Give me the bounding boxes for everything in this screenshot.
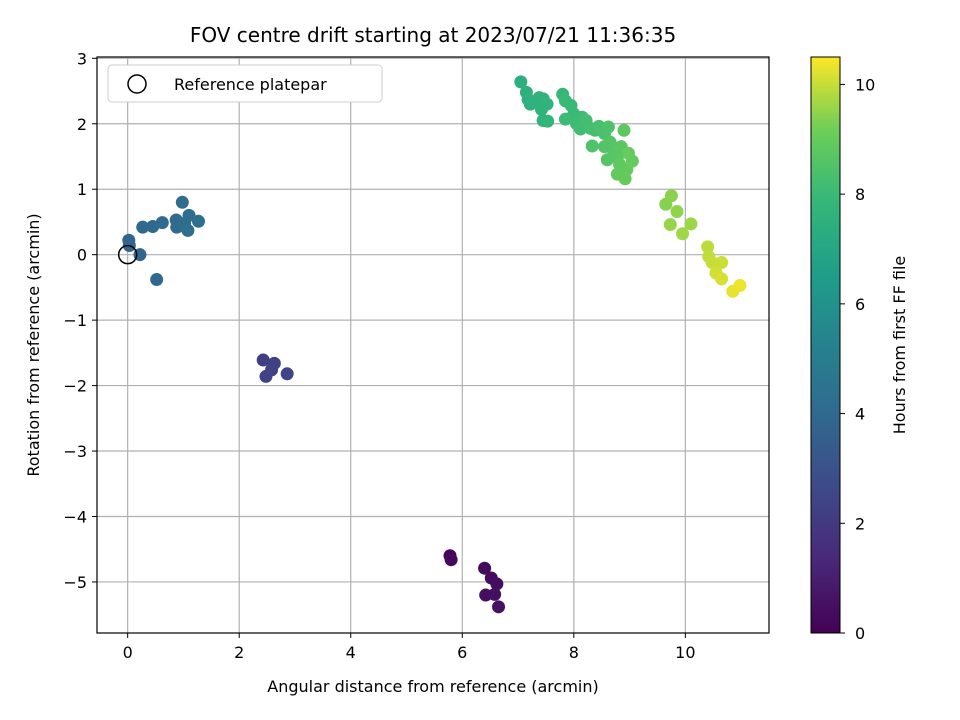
data-point <box>715 272 729 286</box>
data-point <box>259 369 273 383</box>
y-tick-label: −4 <box>63 507 87 526</box>
data-point <box>191 214 205 228</box>
y-tick-label: 2 <box>77 115 87 134</box>
x-tick-label: 4 <box>346 643 356 662</box>
colorbar-tick-label: 2 <box>855 514 865 533</box>
colorbar: 0 2 4 6 8 10 Hours from first FF file <box>810 56 909 643</box>
x-axis-ticks: 0 2 4 6 8 10 <box>123 633 696 662</box>
data-point <box>280 367 294 381</box>
legend-reference-marker <box>127 74 147 94</box>
data-point <box>670 204 684 218</box>
data-point <box>617 123 631 137</box>
data-point <box>684 217 698 231</box>
x-tick-label: 8 <box>569 643 579 662</box>
data-point <box>705 256 719 270</box>
y-tick-label: 3 <box>77 49 87 68</box>
data-point <box>488 587 502 601</box>
x-tick-label: 0 <box>123 643 133 662</box>
y-axis-ticks: 3 2 1 0 −1 −2 −3 −4 −5 <box>63 49 97 592</box>
data-point <box>733 278 747 292</box>
data-point <box>444 553 458 567</box>
data-point <box>181 223 195 237</box>
chart-title: FOV centre drift starting at 2023/07/21 … <box>190 23 676 47</box>
x-tick-label: 10 <box>675 643 695 662</box>
data-point <box>664 189 678 203</box>
data-point <box>558 112 572 126</box>
data-point <box>136 220 150 234</box>
colorbar-tick-label: 0 <box>855 624 865 643</box>
legend-box <box>107 64 383 103</box>
colorbar-tick-label: 4 <box>855 405 865 424</box>
y-tick-label: −3 <box>63 442 87 461</box>
colorbar-gradient <box>810 56 841 634</box>
data-point <box>150 273 164 287</box>
data-point <box>676 227 690 241</box>
y-tick-label: −2 <box>63 377 87 396</box>
y-tick-label: 0 <box>77 246 87 265</box>
grid <box>97 57 769 633</box>
y-axis-label: Rotation from reference (arcmin) <box>24 213 43 476</box>
data-point <box>601 120 615 134</box>
data-point <box>514 75 528 89</box>
colorbar-label: Hours from first FF file <box>890 256 909 435</box>
data-point <box>585 139 599 153</box>
data-point <box>701 240 715 254</box>
colorbar-ticks: 0 2 4 6 8 10 <box>840 75 875 643</box>
legend: Reference platepar <box>107 64 383 103</box>
data-point <box>490 577 504 591</box>
data-point <box>541 114 555 128</box>
colorbar-tick-label: 8 <box>855 185 865 204</box>
colorbar-tick-label: 10 <box>855 75 875 94</box>
data-point <box>492 600 506 614</box>
colorbar-tick-label: 6 <box>855 295 865 314</box>
y-tick-label: −5 <box>63 573 87 592</box>
y-tick-label: −1 <box>63 311 87 330</box>
data-point <box>540 97 554 111</box>
reference-platepar-marker <box>117 244 138 265</box>
data-point <box>663 218 677 232</box>
x-tick-label: 2 <box>234 643 244 662</box>
x-axis-label: Angular distance from reference (arcmin) <box>267 677 598 696</box>
data-point <box>182 208 196 222</box>
y-tick-label: 1 <box>77 180 87 199</box>
data-point <box>621 146 635 160</box>
x-tick-label: 6 <box>457 643 467 662</box>
data-point <box>256 353 270 367</box>
plot-frame <box>96 56 770 634</box>
data-point <box>175 195 189 209</box>
data-point <box>155 216 169 230</box>
data-point <box>603 135 617 149</box>
data-point <box>618 172 632 186</box>
data-point <box>715 256 729 270</box>
legend-label: Reference platepar <box>174 75 327 94</box>
data-point <box>478 561 492 575</box>
scatter-points <box>117 75 747 614</box>
